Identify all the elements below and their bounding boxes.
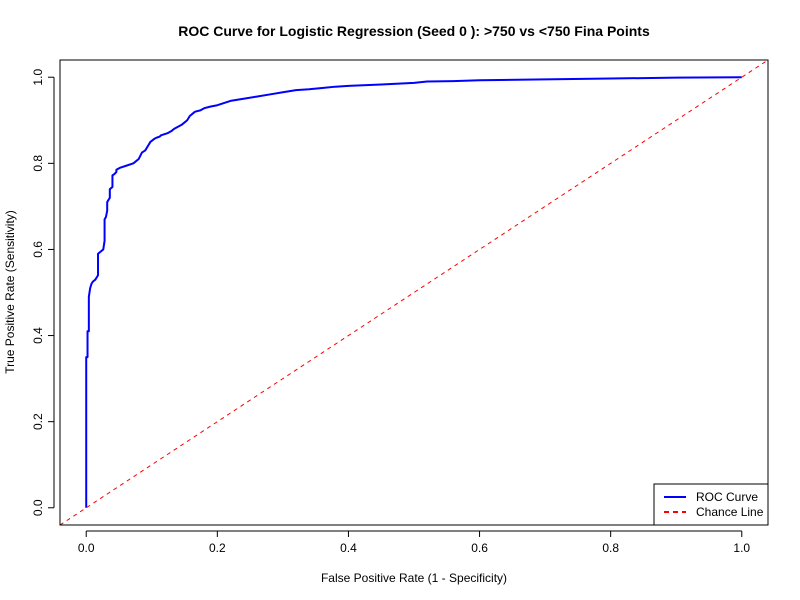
chart-title: ROC Curve for Logistic Regression (Seed … [178, 23, 650, 39]
y-tick-label: 0.6 [31, 241, 45, 258]
y-tick-label: 0.2 [31, 413, 45, 430]
x-tick-label: 0.2 [209, 541, 226, 555]
legend-label-roc-curve: ROC Curve [696, 490, 758, 504]
series-line-roc-curve [85, 76, 742, 508]
legend-box [653, 483, 769, 526]
x-tick-label: 1.0 [733, 541, 750, 555]
x-axis-label: False Positive Rate (1 - Specificity) [321, 571, 507, 585]
x-tick-label: 0.6 [471, 541, 488, 555]
plot-frame [59, 59, 769, 526]
x-tick-label: 0.0 [78, 541, 95, 555]
y-tick-label: 0.8 [31, 155, 45, 172]
plot-series [60, 60, 768, 525]
y-axis-label: True Positive Rate (Sensitivity) [3, 210, 17, 374]
y-tick-label: 0.4 [31, 327, 45, 344]
y-tick-label: 0.0 [31, 499, 45, 516]
axes: 0.0 0.2 0.4 0.6 0.8 1.0 0.0 0.2 0.4 0.6 0.8 1.0 [31, 69, 750, 555]
x-tick-label: 0.4 [340, 541, 357, 555]
series-line-chance-line [60, 60, 768, 525]
y-tick-label: 1.0 [31, 69, 45, 86]
legend: ROC Curve Chance Line [653, 483, 769, 526]
x-tick-label: 0.8 [602, 541, 619, 555]
legend-label-chance-line: Chance Line [696, 505, 764, 519]
